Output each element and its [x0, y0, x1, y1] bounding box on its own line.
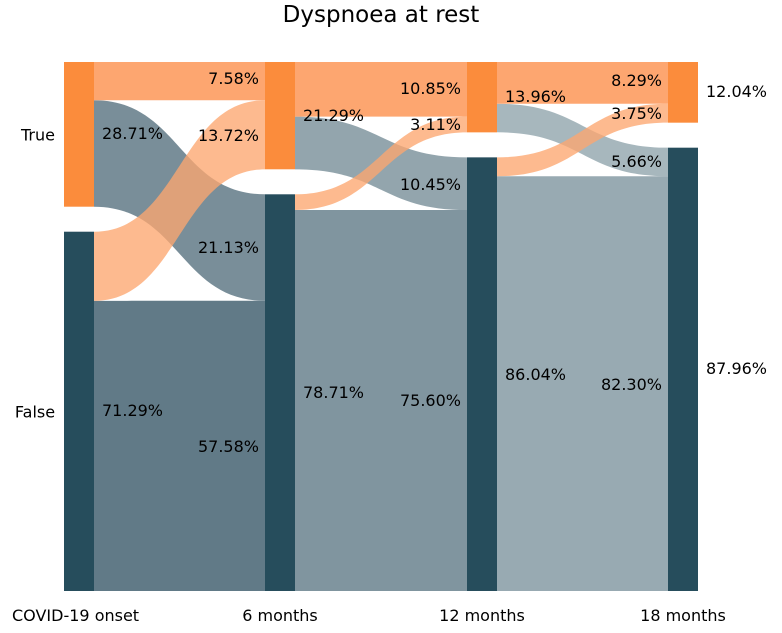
flows-layer: [94, 62, 668, 592]
node-18-months-false: [668, 147, 698, 592]
node-label-18-months-false: 87.96%: [706, 359, 767, 378]
chart-title: Dyspnoea at rest: [283, 2, 480, 28]
flow-label-0-true-to-false: 21.13%: [198, 238, 259, 257]
flow-label-0-false-to-false: 57.58%: [198, 437, 259, 456]
node-label-18-months-true: 12.04%: [706, 82, 767, 101]
flow-label-1-false-to-false: 75.60%: [400, 391, 461, 410]
flow-2-false-to-false: [497, 176, 668, 592]
node-6-months-false: [265, 194, 295, 591]
flow-1-false-to-true: [295, 116, 467, 210]
flow-label-2-false-to-true: 3.75%: [611, 104, 662, 123]
flow-label-1-true-to-true: 10.85%: [400, 79, 461, 98]
node-18-months-true: [668, 62, 698, 123]
node-covid-19-onset-false: [64, 231, 94, 591]
flow-label-0-false-to-true: 13.72%: [198, 126, 259, 145]
node-label-6-months-false: 78.71%: [303, 383, 364, 402]
node-12-months-false: [467, 157, 497, 591]
node-label-12-months-true: 13.96%: [505, 87, 566, 106]
flow-2-false-to-true: [497, 103, 668, 177]
flow-1-true-to-true: [295, 62, 467, 117]
time-point-label-covid-19-onset: COVID-19 onset: [12, 606, 139, 625]
node-covid-19-onset-true: [64, 62, 94, 207]
flow-label-0-true-to-true: 7.58%: [208, 69, 259, 88]
labels-layer: 7.58% 13.72% 21.13% 57.58% 10.85% 3.11% 10.45%…: [12, 69, 767, 625]
node-label-6-months-true: 21.29%: [303, 106, 364, 125]
state-label-true: True: [20, 125, 55, 144]
flow-label-1-true-to-false: 10.45%: [400, 175, 461, 194]
flow-label-2-false-to-false: 82.30%: [601, 375, 662, 394]
node-6-months-true: [265, 62, 295, 170]
flow-0-false-to-false: [94, 300, 265, 592]
flow-label-2-true-to-false: 5.66%: [611, 152, 662, 171]
state-label-false: False: [15, 402, 55, 421]
time-point-label-6-months: 6 months: [242, 606, 318, 625]
flow-2-true-to-true: [497, 62, 668, 104]
flow-label-2-true-to-true: 8.29%: [611, 71, 662, 90]
flow-0-true-to-true: [94, 62, 265, 101]
time-point-label-18-months: 18 months: [640, 606, 726, 625]
flow-label-1-false-to-true: 3.11%: [410, 115, 461, 134]
node-12-months-true: [467, 62, 497, 133]
node-label-12-months-false: 86.04%: [505, 365, 566, 384]
flow-1-false-to-false: [295, 209, 467, 592]
node-label-covid-19-onset-false: 71.29%: [102, 401, 163, 420]
time-point-label-12-months: 12 months: [439, 606, 525, 625]
nodes-layer: [64, 62, 698, 592]
flow-0-false-to-true: [94, 100, 265, 301]
node-label-covid-19-onset-true: 28.71%: [102, 124, 163, 143]
